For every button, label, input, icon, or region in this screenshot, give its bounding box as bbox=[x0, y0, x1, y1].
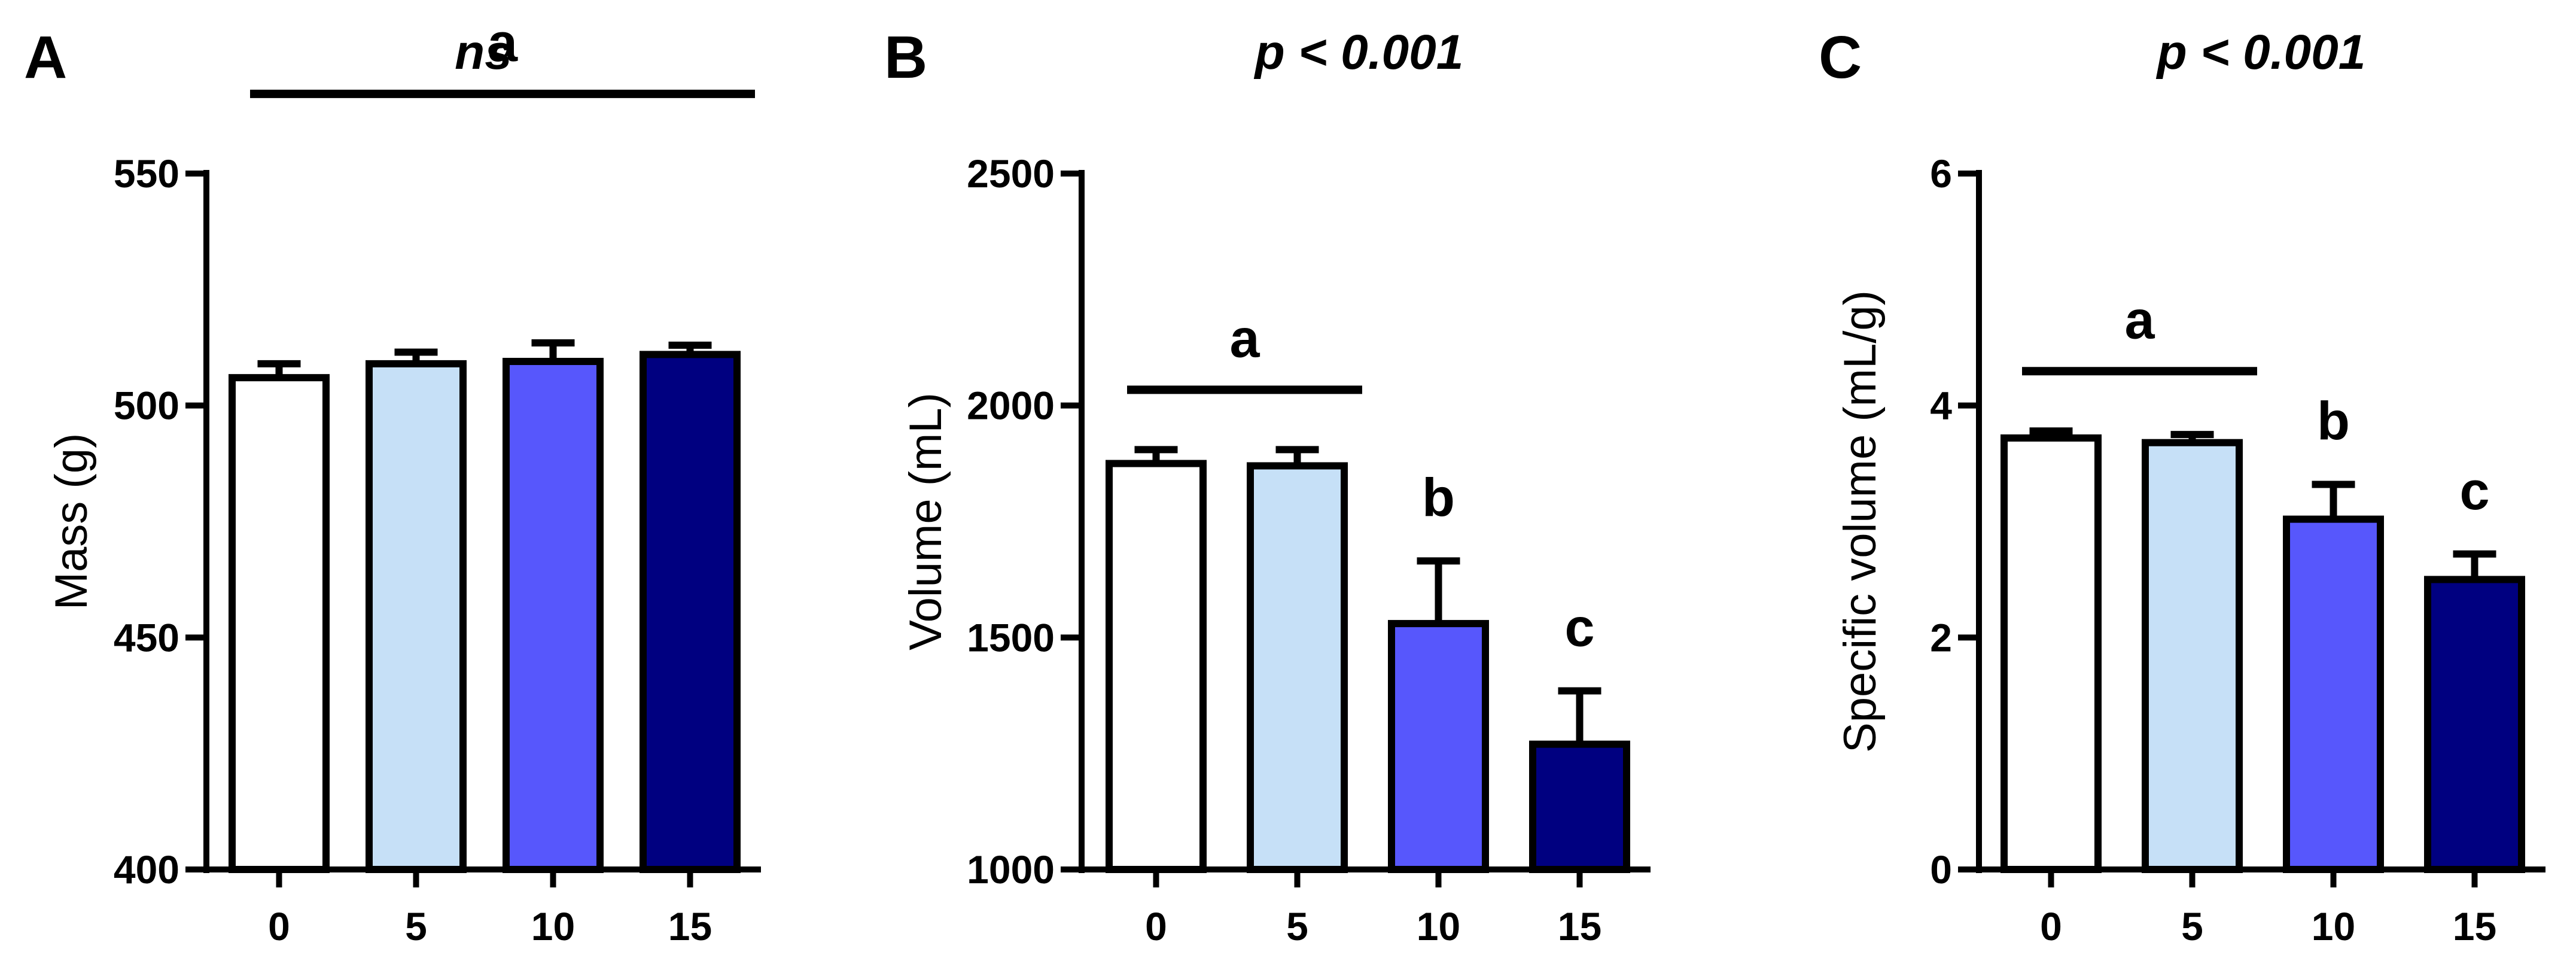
bar bbox=[229, 374, 330, 873]
x-tick-label: 0 bbox=[268, 904, 290, 948]
chart-title: p < 0.001 bbox=[1254, 25, 1464, 80]
x-tick-label: 5 bbox=[1286, 904, 1308, 948]
y-tick-label: 6 bbox=[1930, 151, 1952, 196]
y-tick-label: 0 bbox=[1930, 847, 1952, 892]
y-axis-label: Volume (mL) bbox=[900, 393, 951, 650]
bar bbox=[1388, 620, 1489, 874]
bar bbox=[1106, 460, 1207, 873]
chart-title: ns bbox=[455, 25, 512, 80]
x-tick-label: 15 bbox=[1558, 904, 1601, 948]
y-tick-label: 4 bbox=[1930, 384, 1952, 428]
chart-title: p < 0.001 bbox=[2156, 25, 2366, 80]
significance-letter: b bbox=[2317, 391, 2350, 451]
bar bbox=[1247, 462, 1348, 873]
bar bbox=[1529, 740, 1630, 874]
x-tick-label: 10 bbox=[2312, 904, 2355, 948]
significance-letter: a bbox=[1229, 309, 1260, 369]
x-tick-label: 15 bbox=[668, 904, 712, 948]
y-tick-label: 1500 bbox=[967, 615, 1055, 659]
x-tick-label: 5 bbox=[405, 904, 427, 948]
y-tick-label: 1000 bbox=[967, 847, 1055, 892]
x-tick-label: 0 bbox=[1145, 904, 1167, 948]
y-tick-label: 2000 bbox=[967, 384, 1055, 428]
x-tick-label: 10 bbox=[1417, 904, 1460, 948]
panel-letter: A bbox=[24, 24, 67, 91]
y-tick-label: 500 bbox=[114, 384, 179, 428]
significance-letter: a bbox=[488, 13, 518, 73]
significance-letter: c bbox=[2459, 461, 2489, 521]
bar bbox=[2283, 515, 2384, 873]
y-axis-label: Specific volume (mL/g) bbox=[1835, 290, 1886, 753]
y-axis-label: Mass (g) bbox=[46, 433, 97, 610]
bar bbox=[366, 360, 467, 873]
panel-letter: C bbox=[1819, 24, 1862, 91]
x-tick-label: 0 bbox=[2040, 904, 2062, 948]
bar bbox=[640, 351, 741, 873]
panel-letter: B bbox=[884, 24, 927, 91]
significance-letter: b bbox=[1422, 468, 1455, 528]
bar bbox=[2424, 576, 2525, 874]
bar bbox=[503, 358, 604, 873]
y-tick-label: 400 bbox=[114, 847, 179, 892]
x-tick-label: 15 bbox=[2453, 904, 2496, 948]
y-tick-label: 2 bbox=[1930, 615, 1952, 659]
y-tick-label: 2500 bbox=[967, 151, 1055, 196]
significance-letter: c bbox=[1564, 598, 1594, 658]
bar bbox=[2000, 434, 2102, 873]
x-tick-label: 5 bbox=[2181, 904, 2203, 948]
bar bbox=[2142, 439, 2243, 873]
significance-letter: a bbox=[2124, 290, 2155, 350]
y-tick-label: 550 bbox=[114, 151, 179, 196]
y-tick-label: 450 bbox=[114, 615, 179, 659]
x-tick-label: 10 bbox=[531, 904, 575, 948]
